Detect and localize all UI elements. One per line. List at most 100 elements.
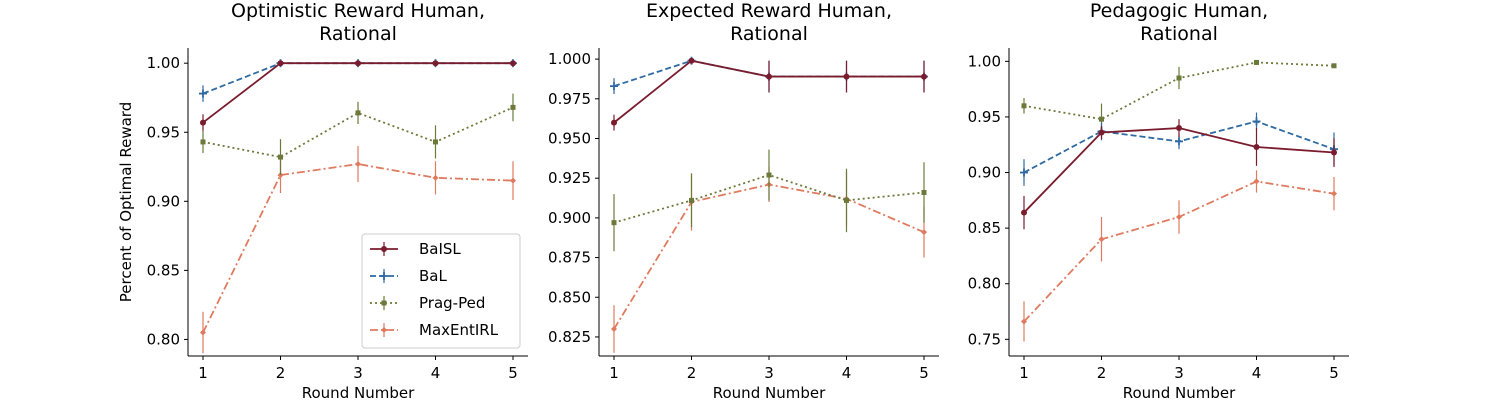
data-point <box>1021 318 1027 325</box>
data-point <box>844 197 849 203</box>
y-tick-label: 1.00 <box>968 52 1001 70</box>
data-point <box>689 197 694 203</box>
data-point <box>1331 149 1337 156</box>
data-point <box>200 139 206 145</box>
data-point <box>1253 178 1260 185</box>
y-tick-label: 0.75 <box>968 330 1001 348</box>
y-tick-label: 0.80 <box>968 275 1001 293</box>
y-tick-label: 0.85 <box>147 261 180 279</box>
data-point <box>610 82 618 91</box>
data-point <box>1331 190 1337 197</box>
data-point <box>355 161 361 168</box>
legend-swatch-marker <box>381 327 387 333</box>
x-tick-label: 5 <box>919 364 929 382</box>
legend-item-baisl: BaISL <box>370 240 461 258</box>
data-point <box>1176 75 1182 81</box>
data-point <box>1176 125 1182 132</box>
series-line <box>613 183 925 330</box>
data-point <box>1099 116 1104 122</box>
chart-panel-2: Expected Reward Human,Rational 0.825 0.850… <box>548 0 939 400</box>
y-tick-label: 0.975 <box>548 90 591 108</box>
series-line <box>202 163 514 333</box>
x-tick-label: 2 <box>1097 364 1107 382</box>
legend-box <box>361 233 521 349</box>
x-tick-label: 5 <box>508 364 518 382</box>
data-point <box>611 119 617 126</box>
series-prag-ped <box>611 149 927 252</box>
data-point <box>510 104 516 110</box>
series-baisl <box>1021 119 1337 230</box>
x-tick-label: 5 <box>1329 364 1339 382</box>
data-point <box>200 329 206 336</box>
x-tick-label: 2 <box>687 364 697 382</box>
chart-title-line1: Expected Reward Human, <box>646 0 892 22</box>
y-tick-label: 0.90 <box>968 164 1001 182</box>
data-point <box>199 89 207 98</box>
legend-label: BaL <box>419 267 447 285</box>
chart-panel-1: Optimistic Reward Human,Rational 0.80 0.85… <box>117 0 528 400</box>
x-tick-label: 2 <box>276 364 286 382</box>
y-tick-label: 0.80 <box>147 330 180 348</box>
data-point <box>921 73 927 80</box>
y-tick-label: 0.925 <box>548 169 591 187</box>
y-tick-label: 1.00 <box>147 54 180 72</box>
data-point <box>921 229 927 236</box>
x-tick-label: 1 <box>609 364 619 382</box>
x-tick-label: 1 <box>198 364 208 382</box>
data-point <box>1175 137 1183 146</box>
y-tick-label: 0.95 <box>968 108 1001 126</box>
x-axis-label: Round Number <box>713 384 826 400</box>
data-point <box>277 60 284 67</box>
data-point <box>1254 59 1259 65</box>
series-baisl <box>611 57 927 131</box>
data-point <box>200 119 206 126</box>
y-tick-label: 0.850 <box>548 288 591 306</box>
chart-title-line1: Optimistic Reward Human, <box>231 0 485 22</box>
chart-title-line1: Pedagogic Human, <box>1090 0 1268 22</box>
x-tick-label: 3 <box>353 364 363 382</box>
legend-label: BaISL <box>419 240 461 258</box>
data-point <box>1098 236 1105 243</box>
x-tick-label: 4 <box>431 364 441 382</box>
y-tick-label: 0.95 <box>147 123 180 141</box>
chart-title-line2: Rational <box>730 23 808 45</box>
data-point <box>1021 209 1027 216</box>
legend-item-prag-ped: Prag-Ped <box>370 294 485 312</box>
y-tick-label: 0.85 <box>968 219 1001 237</box>
series-prag-ped <box>200 93 516 176</box>
data-point <box>1021 103 1027 109</box>
y-tick-label: 0.90 <box>147 192 180 210</box>
data-point <box>843 73 850 80</box>
x-tick-label: 4 <box>1252 364 1262 382</box>
series-maxentirl <box>1021 170 1337 342</box>
y-axis-label: Percent of Optimal Reward <box>117 102 135 302</box>
y-tick-label: 0.900 <box>548 209 591 227</box>
x-tick-label: 4 <box>842 364 852 382</box>
data-point <box>510 60 516 67</box>
series-line <box>202 62 513 95</box>
x-tick-label: 3 <box>1174 364 1184 382</box>
x-tick-label: 1 <box>1019 364 1029 382</box>
data-point <box>1020 168 1028 177</box>
x-axis-label: Round Number <box>302 384 415 400</box>
data-point <box>510 177 516 184</box>
data-point <box>688 57 695 64</box>
chart-title-line2: Rational <box>1140 23 1218 45</box>
series-baisl <box>200 60 516 131</box>
data-point <box>355 110 361 116</box>
data-point <box>278 154 283 160</box>
data-point <box>1098 129 1105 136</box>
x-tick-label: 3 <box>764 364 774 382</box>
data-point <box>355 60 361 67</box>
y-tick-label: 0.825 <box>548 328 591 346</box>
data-point <box>611 220 617 226</box>
legend-label: Prag-Ped <box>419 294 485 312</box>
data-point <box>433 139 438 145</box>
legend-swatch-marker <box>381 300 387 306</box>
chart-panel-3: Pedagogic Human,Rational 0.75 0.80 0.85 0.90… <box>968 0 1349 400</box>
data-point <box>432 60 439 67</box>
x-axis-label: Round Number <box>1123 384 1236 400</box>
chart-title-line2: Rational <box>319 23 397 45</box>
y-tick-label: 0.875 <box>548 249 591 267</box>
